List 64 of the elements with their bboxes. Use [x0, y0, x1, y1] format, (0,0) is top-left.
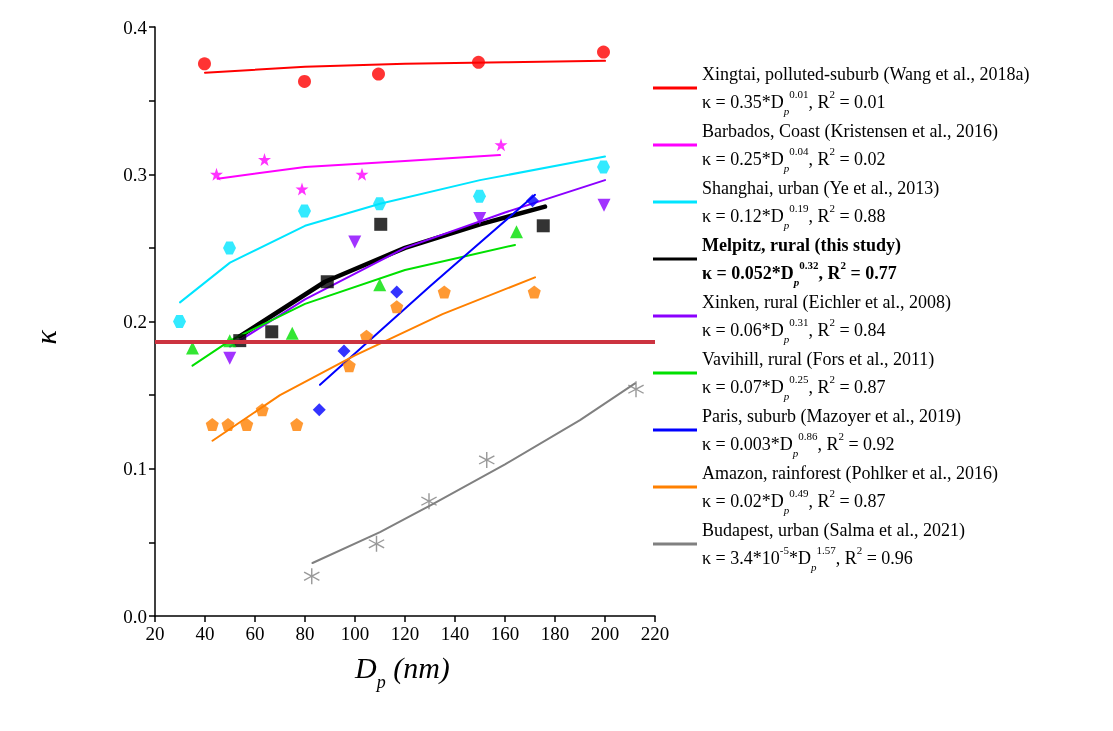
point: [510, 225, 523, 239]
x-tick-label: 140: [440, 623, 470, 644]
y-tick-label: 0.0: [123, 605, 147, 627]
y-axis-title: κ: [28, 329, 62, 345]
x-tick-label: 100: [340, 623, 370, 644]
point: [223, 351, 237, 365]
y-tick-label: 0.2: [123, 311, 147, 332]
point: [303, 568, 320, 585]
x-tick-label: 60: [245, 623, 265, 644]
line-series: [191, 243, 516, 367]
point: [223, 241, 236, 255]
point: [390, 300, 404, 314]
point: [536, 219, 550, 233]
point: [312, 403, 326, 417]
point: [374, 217, 388, 231]
x-tick-label: 160: [490, 623, 520, 644]
x-tick-label: 220: [640, 623, 670, 644]
point: [298, 204, 311, 218]
point: [355, 167, 369, 181]
x-tick-label: 120: [390, 623, 420, 644]
point: [421, 493, 437, 510]
x-tick-label: 200: [590, 623, 620, 644]
point: [290, 418, 304, 432]
point: [298, 74, 311, 88]
point: [173, 315, 186, 328]
point: [478, 451, 495, 468]
point: [597, 160, 610, 174]
point: [342, 359, 356, 373]
point: [526, 194, 539, 208]
point: [597, 45, 610, 59]
point: [527, 285, 541, 299]
x-tick-label: 180: [540, 623, 570, 644]
point: [437, 285, 451, 299]
point: [473, 211, 487, 225]
point: [372, 67, 385, 81]
point: [221, 418, 235, 432]
point: [240, 418, 254, 432]
point: [597, 198, 611, 212]
line-series: [211, 276, 536, 442]
point: [472, 55, 485, 69]
point: [285, 326, 299, 340]
point: [255, 403, 269, 417]
y-tick-label: 0.3: [123, 163, 147, 185]
point: [198, 57, 211, 71]
point: [473, 189, 486, 203]
x-tick-label: 20: [145, 623, 165, 644]
point: [320, 275, 334, 289]
point: [390, 285, 404, 299]
point: [373, 197, 386, 211]
point: [265, 325, 279, 339]
point: [337, 344, 351, 358]
point: [628, 381, 644, 398]
x-tick-label: 40: [195, 623, 215, 644]
point: [373, 278, 387, 292]
line-series: [179, 155, 606, 304]
x-tick-label: 80: [295, 623, 315, 644]
point: [258, 153, 271, 167]
y-tick-label: 0.4: [123, 16, 148, 38]
point: [348, 235, 362, 249]
y-tick-label: 0.1: [123, 458, 147, 480]
point: [205, 418, 219, 432]
point: [494, 138, 508, 152]
point: [295, 182, 309, 196]
point: [210, 167, 223, 181]
